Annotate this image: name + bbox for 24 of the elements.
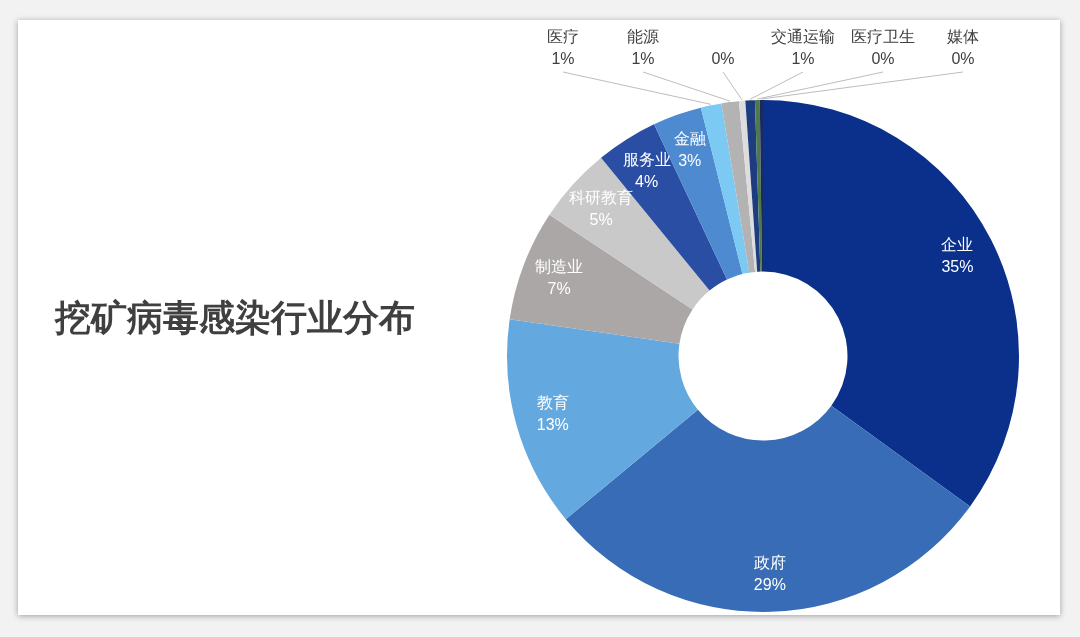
slice-label: 交通运输 bbox=[771, 28, 835, 46]
data-label: 1% bbox=[791, 50, 815, 68]
slice-label: 制造业 bbox=[535, 257, 584, 275]
slice-label: 媒体 bbox=[947, 28, 979, 46]
slice-label: 医疗卫生 bbox=[851, 28, 915, 46]
data-label: 3% bbox=[678, 151, 702, 169]
text: 挖矿病毒感染行业分布 bbox=[55, 296, 415, 340]
slice-label: 医疗 bbox=[547, 28, 579, 46]
data-label: 0% bbox=[711, 50, 735, 68]
slice-label: 政府 bbox=[753, 553, 786, 571]
data-label: 0% bbox=[951, 50, 975, 68]
data-label: 4% bbox=[635, 172, 659, 190]
data-label: 13% bbox=[536, 416, 569, 434]
data-label: 7% bbox=[547, 279, 571, 297]
data-label: 1% bbox=[551, 50, 575, 68]
slice-label: 金融 bbox=[673, 129, 706, 147]
data-label: 35% bbox=[941, 258, 974, 276]
data-label: 1% bbox=[631, 50, 655, 68]
slice-label: 服务业 bbox=[622, 150, 671, 168]
slice-label: 能源 bbox=[627, 28, 659, 46]
data-label: 29% bbox=[753, 575, 786, 593]
data-label: 0% bbox=[871, 50, 895, 68]
slice-label: 企业 bbox=[941, 236, 974, 254]
slice-label: 教育 bbox=[536, 394, 569, 412]
